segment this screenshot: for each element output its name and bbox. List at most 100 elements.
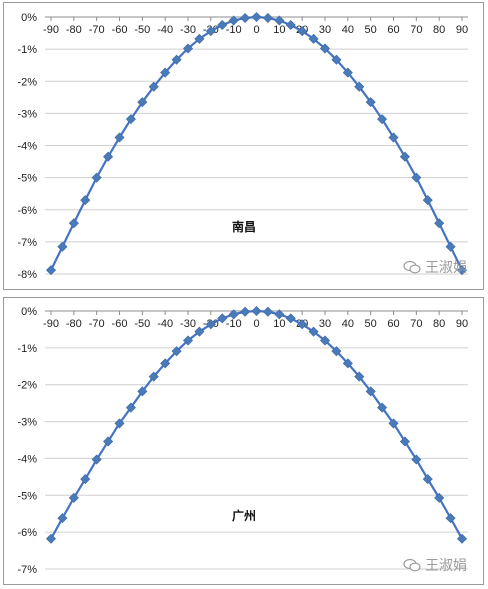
data-point-marker — [91, 172, 102, 183]
data-point-marker — [114, 418, 125, 429]
x-tick-label: -70 — [89, 24, 105, 36]
y-tick-label: -5% — [17, 173, 37, 185]
data-point-marker — [217, 20, 228, 31]
y-tick-label: 0% — [21, 306, 37, 318]
y-tick-label: 0% — [21, 12, 37, 24]
data-point-marker — [285, 313, 296, 324]
x-tick-label: 40 — [342, 318, 354, 330]
y-tick-label: -4% — [17, 141, 37, 153]
x-tick-label: 60 — [387, 318, 399, 330]
y-tick-label: -2% — [17, 76, 37, 88]
data-point-marker — [377, 114, 388, 125]
y-tick-label: -1% — [17, 343, 37, 355]
data-point-marker — [57, 513, 68, 524]
x-tick-label: 80 — [433, 318, 445, 330]
data-point-marker — [388, 418, 399, 429]
data-point-marker — [308, 326, 319, 337]
data-point-marker — [160, 67, 171, 78]
x-tick-label: 70 — [410, 24, 422, 36]
data-point-marker — [445, 241, 456, 252]
x-tick-label: -90 — [43, 318, 59, 330]
x-tick-label: -10 — [226, 24, 242, 36]
y-tick-label: -3% — [17, 417, 37, 429]
x-tick-label: 0 — [253, 318, 259, 330]
y-tick-label: -8% — [17, 269, 37, 281]
watermark: 王淑娟 — [403, 555, 467, 575]
x-tick-label: -60 — [112, 318, 128, 330]
data-point-marker — [297, 26, 308, 37]
x-tick-label: 60 — [387, 24, 399, 36]
data-point-marker — [319, 335, 331, 346]
x-tick-label: -50 — [134, 318, 150, 330]
x-tick-label: 50 — [365, 318, 377, 330]
data-point-marker — [422, 195, 433, 206]
y-tick-label: -6% — [17, 527, 37, 539]
x-tick-label: -40 — [157, 318, 173, 330]
chart-title: 南昌 — [232, 219, 256, 234]
watermark-text: 王淑娟 — [425, 259, 467, 275]
x-tick-label: 0 — [253, 24, 259, 36]
data-point-marker — [148, 371, 159, 382]
data-point-marker — [45, 265, 57, 276]
data-point-marker — [445, 513, 456, 524]
data-point-marker — [308, 33, 319, 44]
data-point-marker — [91, 454, 102, 465]
data-point-marker — [137, 97, 148, 108]
x-tick-label: 70 — [410, 318, 422, 330]
x-tick-label: 80 — [433, 24, 445, 36]
data-point-marker — [354, 81, 365, 92]
chart-guangzhou: 0% -1% -2% -3% -4% -5% -6% -7% -90 -80 -70 -60 -50 -4… — [17, 305, 468, 576]
data-point-marker — [114, 132, 125, 143]
data-point-marker — [331, 346, 342, 357]
data-point-marker — [240, 12, 251, 23]
data-point-marker — [365, 386, 376, 397]
data-point-marker — [45, 533, 57, 544]
chart-label-backing — [199, 216, 304, 236]
data-point-marker — [103, 436, 114, 447]
x-tick-label: -10 — [226, 318, 242, 330]
data-point-marker — [399, 151, 410, 162]
data-point-marker — [182, 335, 194, 346]
series-line — [50, 309, 463, 540]
chart-label-backing — [199, 505, 304, 525]
data-point-marker — [342, 358, 353, 369]
data-point-marker — [148, 81, 159, 92]
data-point-marker — [194, 326, 205, 337]
data-point-marker — [274, 15, 285, 26]
data-point-marker — [194, 33, 205, 44]
data-point-marker — [331, 54, 342, 65]
data-point-marker — [297, 319, 308, 330]
x-tick-label: 30 — [319, 24, 331, 36]
data-point-marker — [285, 20, 296, 31]
data-point-marker — [171, 346, 182, 357]
data-point-marker — [251, 11, 262, 23]
data-point-marker — [171, 54, 182, 65]
x-tick-label: 50 — [365, 24, 377, 36]
y-tick-label: -2% — [17, 380, 37, 392]
x-tick-label: -30 — [180, 318, 196, 330]
wechat-bubble-icon — [403, 260, 421, 274]
y-tick-label: -5% — [17, 490, 37, 502]
data-point-marker — [182, 43, 194, 54]
x-tick-label: -70 — [89, 318, 105, 330]
data-point-marker — [80, 195, 91, 206]
x-tick-label: -90 — [43, 24, 59, 36]
chart-panel-nanchang: 0% -1% -2% -3% -4% -5% -6% -7% -8% -90 -80 -70 -60 -5… — [3, 2, 484, 290]
x-tick-label: 90 — [456, 24, 468, 36]
data-point-marker — [228, 309, 239, 320]
data-point-marker — [388, 132, 399, 143]
data-point-marker — [399, 436, 410, 447]
data-point-marker — [262, 306, 273, 317]
x-tick-label: -80 — [66, 24, 82, 36]
wechat-bubble-icon — [403, 558, 421, 572]
y-tick-label: -4% — [17, 453, 37, 465]
data-point-marker — [377, 402, 388, 413]
data-point-marker — [68, 218, 79, 229]
y-tick-label: -7% — [17, 237, 37, 249]
data-point-marker — [205, 319, 216, 330]
data-point-marker — [411, 454, 422, 465]
data-point-marker — [125, 402, 136, 413]
data-point-marker — [160, 358, 171, 369]
chart-title: 广州 — [232, 508, 256, 523]
data-point-marker — [422, 474, 433, 485]
